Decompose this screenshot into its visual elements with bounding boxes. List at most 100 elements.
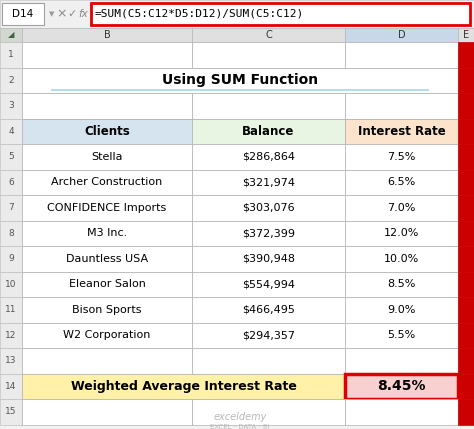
FancyBboxPatch shape <box>0 67 22 93</box>
Text: 13: 13 <box>5 356 17 365</box>
Text: D14: D14 <box>12 9 34 19</box>
FancyBboxPatch shape <box>192 272 345 297</box>
FancyBboxPatch shape <box>458 323 474 348</box>
FancyBboxPatch shape <box>22 323 192 348</box>
FancyBboxPatch shape <box>458 42 474 67</box>
Text: CONFIDENCE Imports: CONFIDENCE Imports <box>47 203 167 213</box>
Text: 4: 4 <box>8 127 14 136</box>
FancyBboxPatch shape <box>192 348 345 374</box>
FancyBboxPatch shape <box>22 348 192 374</box>
Text: 8.45%: 8.45% <box>377 379 426 393</box>
Text: M3 Inc.: M3 Inc. <box>87 228 127 238</box>
FancyBboxPatch shape <box>192 195 345 221</box>
Text: Dauntless USA: Dauntless USA <box>66 254 148 264</box>
Text: Eleanor Salon: Eleanor Salon <box>69 279 146 289</box>
FancyBboxPatch shape <box>0 272 22 297</box>
Text: 12: 12 <box>5 331 17 340</box>
FancyBboxPatch shape <box>458 118 474 144</box>
Text: 3: 3 <box>8 101 14 110</box>
Text: 6: 6 <box>8 178 14 187</box>
FancyBboxPatch shape <box>0 195 22 221</box>
FancyBboxPatch shape <box>458 374 474 399</box>
Text: 8: 8 <box>8 229 14 238</box>
FancyBboxPatch shape <box>458 399 474 425</box>
FancyBboxPatch shape <box>345 246 458 272</box>
FancyBboxPatch shape <box>192 221 345 246</box>
FancyBboxPatch shape <box>458 221 474 246</box>
FancyBboxPatch shape <box>345 323 458 348</box>
Text: Archer Construction: Archer Construction <box>51 177 163 187</box>
Text: 8.5%: 8.5% <box>387 279 416 289</box>
FancyBboxPatch shape <box>0 297 22 323</box>
FancyBboxPatch shape <box>0 399 22 425</box>
Text: fx: fx <box>78 9 88 19</box>
Text: 12.0%: 12.0% <box>384 228 419 238</box>
Text: ✓: ✓ <box>67 9 77 19</box>
FancyBboxPatch shape <box>458 93 474 118</box>
Text: $303,076: $303,076 <box>242 203 295 213</box>
FancyBboxPatch shape <box>0 42 22 67</box>
FancyBboxPatch shape <box>0 144 22 169</box>
FancyBboxPatch shape <box>192 93 345 118</box>
Text: $390,948: $390,948 <box>242 254 295 264</box>
FancyBboxPatch shape <box>345 144 458 169</box>
FancyBboxPatch shape <box>192 42 345 67</box>
Text: Using SUM Function: Using SUM Function <box>162 73 318 87</box>
FancyBboxPatch shape <box>22 42 192 67</box>
FancyBboxPatch shape <box>0 28 22 42</box>
FancyBboxPatch shape <box>345 399 458 425</box>
FancyBboxPatch shape <box>22 67 458 93</box>
Text: Balance: Balance <box>242 125 295 138</box>
Text: 11: 11 <box>5 305 17 314</box>
Text: $286,864: $286,864 <box>242 152 295 162</box>
FancyBboxPatch shape <box>458 169 474 195</box>
Text: 5: 5 <box>8 152 14 161</box>
Text: $466,495: $466,495 <box>242 305 295 315</box>
FancyBboxPatch shape <box>22 374 345 399</box>
FancyBboxPatch shape <box>345 374 458 399</box>
FancyBboxPatch shape <box>22 28 192 42</box>
Text: 7.5%: 7.5% <box>387 152 416 162</box>
Text: W2 Corporation: W2 Corporation <box>64 330 151 340</box>
Text: 7: 7 <box>8 203 14 212</box>
FancyBboxPatch shape <box>458 348 474 374</box>
Text: EXCEL · DATA · BI: EXCEL · DATA · BI <box>210 424 270 429</box>
Text: =SUM(C5:C12*D5:D12)/SUM(C5:C12): =SUM(C5:C12*D5:D12)/SUM(C5:C12) <box>95 9 304 19</box>
FancyBboxPatch shape <box>192 144 345 169</box>
FancyBboxPatch shape <box>22 118 192 144</box>
FancyBboxPatch shape <box>192 399 345 425</box>
Text: Weighted Average Interest Rate: Weighted Average Interest Rate <box>71 380 296 393</box>
FancyBboxPatch shape <box>345 272 458 297</box>
Text: Bison Sports: Bison Sports <box>72 305 142 315</box>
Text: 1: 1 <box>8 50 14 59</box>
Text: $372,399: $372,399 <box>242 228 295 238</box>
FancyBboxPatch shape <box>22 246 192 272</box>
FancyBboxPatch shape <box>192 297 345 323</box>
Text: 10.0%: 10.0% <box>384 254 419 264</box>
FancyBboxPatch shape <box>458 272 474 297</box>
Text: 15: 15 <box>5 407 17 416</box>
FancyBboxPatch shape <box>458 195 474 221</box>
FancyBboxPatch shape <box>0 348 22 374</box>
Text: B: B <box>104 30 110 40</box>
FancyBboxPatch shape <box>0 93 22 118</box>
Text: 10: 10 <box>5 280 17 289</box>
FancyBboxPatch shape <box>22 221 192 246</box>
Text: 5.5%: 5.5% <box>387 330 416 340</box>
FancyBboxPatch shape <box>91 3 470 25</box>
Text: 2: 2 <box>8 76 14 85</box>
FancyBboxPatch shape <box>22 195 192 221</box>
FancyBboxPatch shape <box>0 246 22 272</box>
FancyBboxPatch shape <box>22 93 192 118</box>
FancyBboxPatch shape <box>22 169 192 195</box>
FancyBboxPatch shape <box>458 297 474 323</box>
FancyBboxPatch shape <box>192 118 345 144</box>
FancyBboxPatch shape <box>192 246 345 272</box>
FancyBboxPatch shape <box>345 297 458 323</box>
FancyBboxPatch shape <box>345 348 458 374</box>
FancyBboxPatch shape <box>458 67 474 93</box>
FancyBboxPatch shape <box>458 28 474 42</box>
FancyBboxPatch shape <box>345 195 458 221</box>
Text: $321,974: $321,974 <box>242 177 295 187</box>
FancyBboxPatch shape <box>345 118 458 144</box>
